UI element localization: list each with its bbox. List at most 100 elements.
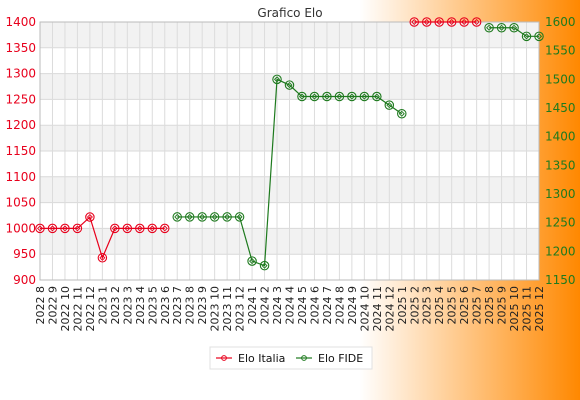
data-point (259, 260, 270, 271)
data-point-marker (249, 258, 256, 265)
right-axis-tick-label: 1500 (545, 72, 576, 86)
x-axis-tick-label: 2025 10 (508, 286, 521, 332)
data-point (47, 223, 58, 234)
right-axis-tick-label: 1150 (545, 273, 576, 287)
x-axis-tick-label: 2024 8 (333, 286, 346, 325)
x-axis-tick-label: 2022 9 (46, 286, 59, 325)
x-axis-tick-label: 2023 6 (159, 286, 172, 325)
x-axis-tick-label: 2023 3 (121, 286, 134, 325)
data-point (35, 223, 45, 234)
data-point-marker (398, 110, 405, 117)
legend-marker (221, 355, 227, 361)
data-point (247, 256, 257, 266)
plot-frame (39, 21, 540, 281)
data-point-marker (273, 76, 281, 83)
series-1 (35, 17, 482, 263)
x-axis-tick-label: 2024 10 (358, 286, 371, 332)
x-axis-tick-label: 2024 12 (383, 286, 396, 332)
data-point (135, 223, 145, 234)
data-point-marker (174, 213, 181, 220)
x-axis-tick-label: 2024 3 (271, 286, 284, 325)
legend-item: Elo Italia (216, 352, 285, 365)
data-point-marker (199, 213, 206, 220)
left-axis-tick-label: 950 (13, 247, 36, 261)
x-axis-tick-label: 2024 11 (371, 286, 384, 332)
right-axis-tick-label: 1350 (545, 158, 576, 172)
right-axis-tick-label: 1550 (545, 44, 576, 58)
x-axis-tick-label: 2025 3 (421, 286, 434, 325)
data-point (521, 31, 532, 42)
x-axis-tick-label: 2023 4 (134, 286, 147, 325)
left-axis-tick-label: 1050 (5, 196, 36, 210)
x-axis-tick-label: 2023 11 (221, 286, 234, 332)
x-axis-tick-label: 2023 7 (171, 286, 184, 325)
data-point-marker (361, 93, 368, 100)
left-axis-tick-label: 1200 (5, 118, 36, 132)
data-point (122, 223, 133, 234)
data-point (322, 91, 332, 102)
x-axis-tick-label: 2024 9 (346, 286, 359, 325)
right-axis-tick-label: 1300 (545, 187, 576, 201)
data-point (85, 212, 95, 222)
data-point-marker (336, 93, 343, 100)
series-line (177, 78, 403, 267)
data-point-marker (448, 18, 455, 26)
data-point-marker (386, 102, 393, 109)
x-axis-tick-label: 2024 2 (259, 286, 272, 325)
x-axis-tick-label: 2025 7 (471, 286, 484, 325)
legend-marker (301, 355, 307, 361)
legend-label: Elo Italia (238, 352, 285, 365)
data-point (184, 212, 195, 222)
data-point-marker (236, 213, 243, 220)
left-axis-tick-label: 1400 (5, 15, 36, 29)
x-axis-tick-label: 2022 8 (34, 286, 47, 325)
data-point-marker (124, 225, 131, 232)
data-point-marker (74, 225, 81, 232)
chart-title: Grafico Elo (257, 6, 322, 20)
data-point (172, 212, 182, 222)
data-point (434, 17, 444, 27)
data-point-marker (323, 93, 330, 100)
data-point-marker (161, 225, 168, 232)
data-point-marker (486, 24, 493, 31)
data-point-marker (111, 225, 118, 232)
x-axis-tick-label: 2024 1 (246, 286, 259, 325)
data-point-marker (186, 213, 193, 220)
left-axis-tick-label: 1100 (5, 170, 36, 184)
data-point-marker (286, 82, 293, 89)
data-point-marker (511, 24, 518, 31)
legend-label: Elo FIDE (318, 352, 363, 365)
left-axis-tick-label: 900 (13, 273, 36, 287)
x-axis-tick-label: 2025 8 (483, 286, 496, 325)
data-point (484, 22, 494, 33)
data-point-marker (224, 213, 231, 220)
x-axis-tick-label: 2023 8 (184, 286, 197, 325)
data-point (509, 22, 519, 33)
x-axis-tick-label: 2025 4 (433, 286, 446, 325)
right-axis-tick-label: 1400 (545, 130, 576, 144)
data-point (421, 17, 432, 27)
x-axis-tick-label: 2023 2 (109, 286, 122, 325)
data-point-marker (136, 225, 143, 232)
left-axis-tick-label: 1300 (5, 67, 36, 81)
left-axis-tick-label: 1000 (5, 221, 36, 235)
data-point (72, 223, 83, 234)
data-point (359, 91, 370, 102)
x-axis-tick-label: 2025 6 (458, 286, 471, 325)
data-point (284, 80, 295, 90)
data-point (384, 100, 395, 110)
series-2 (172, 22, 544, 271)
legend-box (209, 346, 373, 370)
data-point-marker (535, 33, 543, 40)
x-axis-tick-label: 2024 5 (296, 286, 309, 325)
data-point-marker (498, 24, 505, 31)
data-point (446, 17, 457, 27)
left-axis-tick-label: 1350 (5, 41, 36, 55)
data-point (209, 212, 220, 222)
x-axis-tick-label: 2022 10 (59, 286, 72, 332)
legend-item: Elo FIDE (296, 352, 363, 365)
data-point-marker (348, 93, 355, 100)
data-point-marker (461, 18, 468, 26)
